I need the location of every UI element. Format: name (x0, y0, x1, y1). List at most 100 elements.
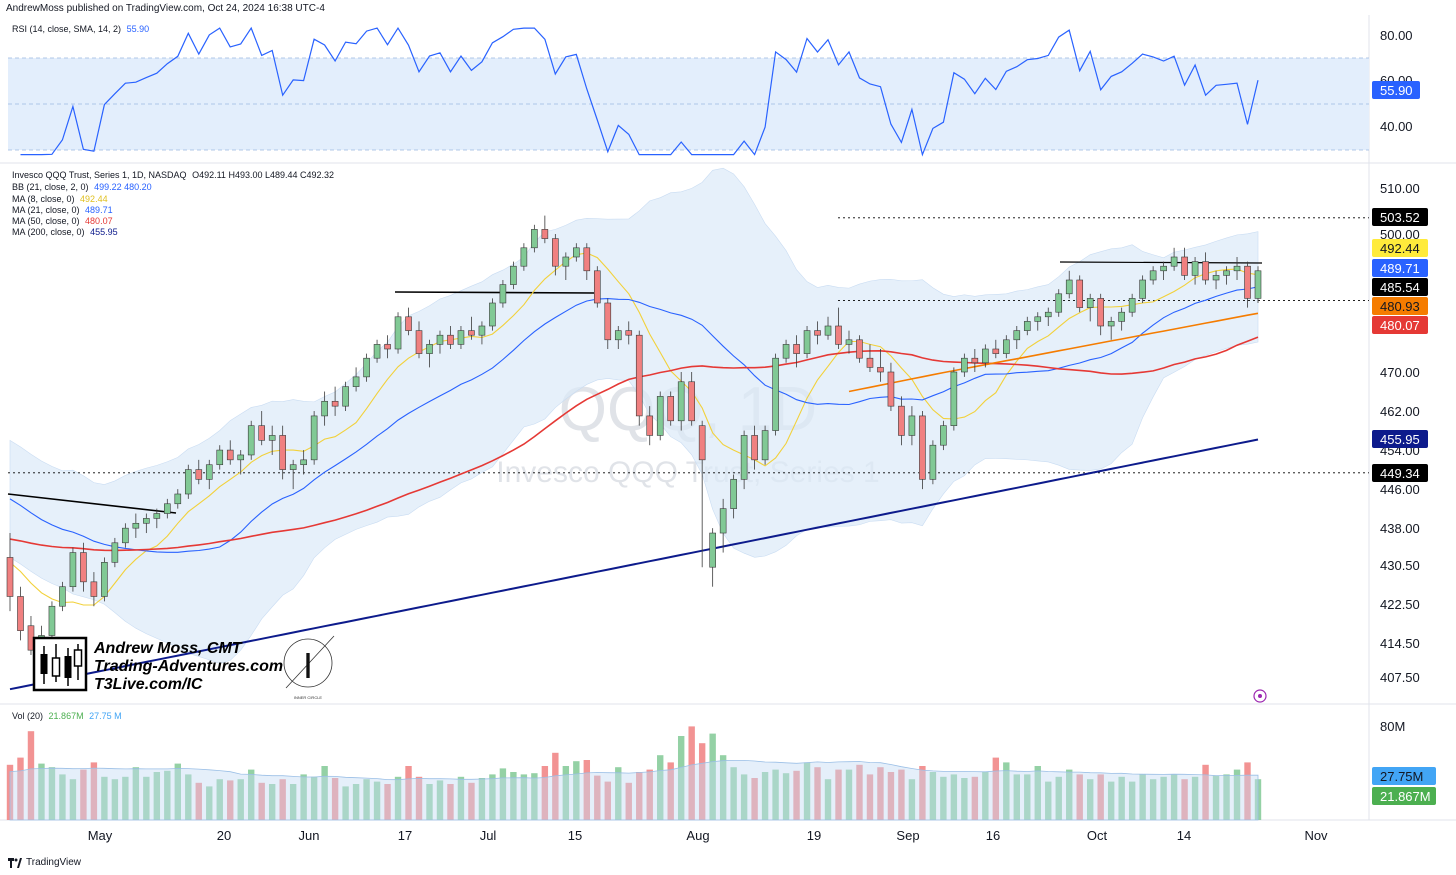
candle (174, 489, 182, 509)
volume-bar (646, 769, 653, 820)
candle (48, 601, 56, 641)
ma8-line (9, 252, 1259, 606)
candle (877, 349, 884, 382)
candle (845, 330, 853, 354)
volume-bar (950, 774, 958, 820)
rsi-legend-value: 55.90 (126, 24, 150, 34)
candle (709, 528, 716, 587)
candle (363, 353, 370, 382)
candle-body (635, 334, 643, 417)
time-tick-label: 20 (217, 828, 231, 843)
candle (1191, 257, 1199, 285)
price-legend-title-row[interactable]: Invesco QQQ Trust, Series 1, 1D, NASDAQ … (12, 170, 334, 180)
volume-bar (615, 767, 622, 820)
volume-bar (698, 743, 706, 820)
ma50-value: 480.07 (85, 216, 113, 226)
volume-bar (1076, 774, 1083, 820)
candle (1086, 293, 1094, 322)
ma50-legend[interactable]: MA (50, close, 0) 480.07 (12, 216, 113, 226)
candle-body (646, 415, 654, 436)
candle-body (6, 557, 14, 597)
volume-legend[interactable]: Vol (20) 21.867M 27.75 M (12, 711, 122, 721)
rsi-legend[interactable]: RSI (14, close, SMA, 14, 2) 55.90 (12, 24, 149, 34)
volume-bar (321, 766, 328, 820)
candle (593, 266, 601, 308)
price-tick-label: 438.00 (1380, 521, 1420, 536)
candle (289, 459, 297, 490)
candle (132, 513, 140, 538)
candle-body (69, 552, 77, 588)
ma8-legend[interactable]: MA (8, close, 0) 492.44 (12, 194, 108, 204)
candle-body (80, 552, 87, 583)
candle-body (489, 302, 496, 327)
time-tick-label: 16 (986, 828, 1000, 843)
volume-bar (384, 784, 391, 820)
tradingview-footer[interactable]: TradingView (8, 857, 81, 868)
candle-body (982, 348, 989, 364)
volume-bar (1045, 781, 1052, 820)
price-badge (1372, 239, 1428, 257)
bb-legend[interactable]: BB (21, close, 2, 0) 499.22 480.20 (12, 182, 152, 192)
price-badge-label: 455.95 (1380, 432, 1420, 447)
volume-bar (531, 773, 538, 820)
volume-bar (300, 774, 307, 820)
candle (1065, 270, 1073, 299)
ma21-value: 489.71 (85, 205, 113, 215)
price-pane[interactable] (6, 167, 1369, 691)
plus-circle-icon[interactable] (1253, 689, 1267, 703)
time-tick-label: Sep (896, 828, 919, 843)
rsi-pane[interactable] (8, 26, 1369, 157)
candle-body (405, 316, 412, 331)
candle-body (247, 425, 255, 456)
candle (90, 572, 98, 607)
volume-pane[interactable] (6, 726, 1262, 821)
candle-body (950, 371, 958, 426)
volume-ma-area (9, 760, 1259, 821)
candle-body (1086, 298, 1094, 308)
volume-bar (1013, 774, 1020, 820)
candle (1128, 293, 1136, 317)
candle-body (1128, 298, 1136, 313)
volume-bar (604, 781, 611, 820)
candle-logo-icon (32, 636, 88, 692)
ma50-label: MA (50, close, 0) (12, 216, 80, 226)
volume-bar (436, 780, 444, 820)
ma200-legend[interactable]: MA (200, close, 0) 455.95 (12, 227, 118, 237)
brand-t3live: T3Live.com/IC (94, 676, 203, 693)
candle-body (342, 386, 349, 407)
time-tick-label: Jul (480, 828, 497, 843)
volume-bar (1034, 766, 1041, 820)
candle-body (730, 479, 737, 509)
ma21-legend[interactable]: MA (21, close, 0) 489.71 (12, 205, 113, 215)
volume-bar (510, 772, 517, 820)
ma200-label: MA (200, close, 0) (12, 227, 85, 237)
ma21-label: MA (21, close, 0) (12, 205, 80, 215)
candle (803, 326, 811, 359)
candle-body (751, 435, 758, 461)
candle (929, 440, 937, 485)
candle (80, 542, 87, 592)
volume-bar (594, 775, 601, 820)
candle (405, 307, 412, 336)
volume-bar (185, 774, 192, 820)
volume-bar (373, 781, 381, 820)
price-badge-label: 492.44 (1380, 241, 1420, 256)
candle (1023, 316, 1031, 336)
volume-bar (636, 772, 643, 820)
volume-bar (499, 768, 507, 820)
candle-body (992, 348, 1000, 354)
candle (614, 326, 622, 349)
ma50-line (9, 336, 1259, 552)
candle (1170, 247, 1178, 271)
candle-body (478, 325, 486, 336)
volume-bar (352, 784, 360, 820)
volume-bar (1160, 776, 1167, 820)
candle (635, 330, 643, 426)
candle-body (153, 513, 161, 519)
candle (268, 425, 276, 455)
volume-bar (195, 782, 202, 820)
candle (1097, 293, 1104, 336)
time-tick-label: 17 (398, 828, 412, 843)
volume-bar (363, 779, 370, 820)
